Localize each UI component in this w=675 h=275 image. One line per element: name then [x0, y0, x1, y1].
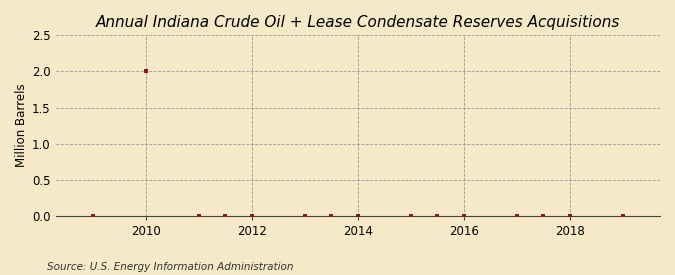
Point [220, 214, 231, 218]
Point [564, 214, 575, 218]
Point [618, 214, 628, 218]
Point [432, 214, 443, 218]
Point [87, 214, 98, 218]
Point [326, 214, 337, 218]
Title: Annual Indiana Crude Oil + Lease Condensate Reserves Acquisitions: Annual Indiana Crude Oil + Lease Condens… [96, 15, 620, 30]
Point [458, 214, 469, 218]
Point [406, 214, 416, 218]
Point [538, 214, 549, 218]
Point [352, 214, 363, 218]
Point [512, 214, 522, 218]
Text: Source: U.S. Energy Information Administration: Source: U.S. Energy Information Administ… [47, 262, 294, 272]
Y-axis label: Million Barrels: Million Barrels [15, 84, 28, 167]
Point [246, 214, 257, 218]
Point [194, 214, 205, 218]
Point [300, 214, 310, 218]
Point [140, 69, 151, 74]
